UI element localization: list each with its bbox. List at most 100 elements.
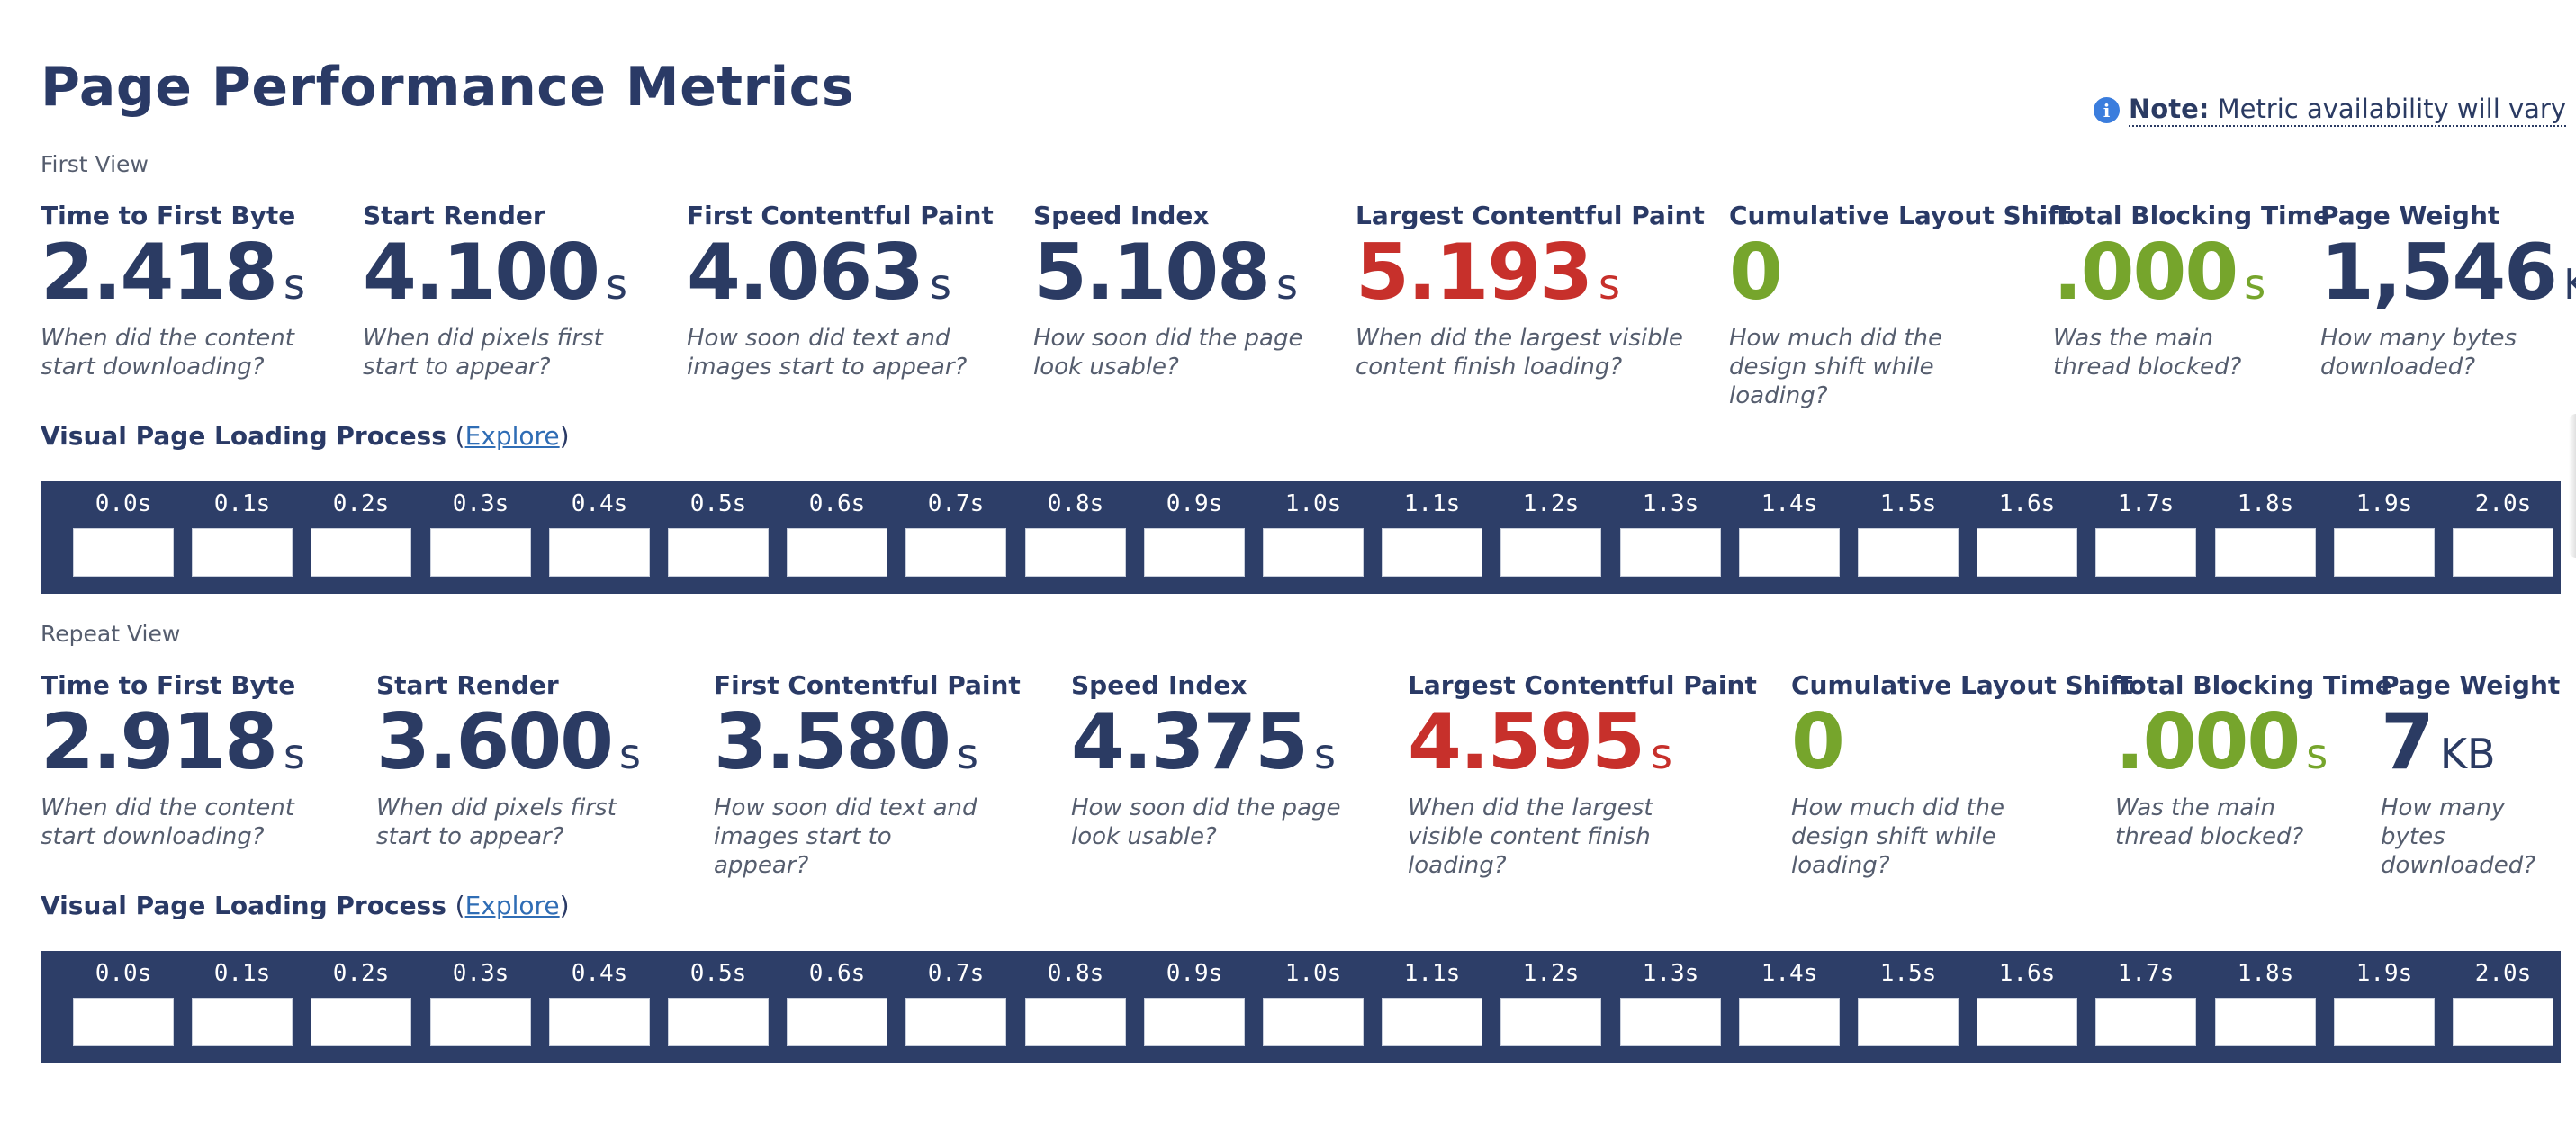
frame-thumbnail[interactable] (430, 998, 531, 1046)
frame-thumbnail[interactable] (1858, 998, 1959, 1046)
metric-description: Was the main thread blocked? (2053, 325, 2242, 381)
explore-link[interactable]: Explore (464, 891, 560, 920)
metric-first-contentful-paint: First Contentful Paint 4.063 s How soon did… (687, 201, 994, 381)
metric-value-row: 2.918 s (41, 704, 338, 786)
frame-time: 0.7s (927, 960, 985, 987)
frame-time: 0.4s (571, 960, 628, 987)
frame-thumbnail[interactable] (668, 528, 769, 577)
frame-thumbnail[interactable] (311, 528, 411, 577)
metric-name: Page Weight (2381, 670, 2561, 700)
frame-time: 1.5s (1879, 960, 1937, 987)
repeat-view-filmstrip[interactable]: 0.0s 0.1s 0.2s 0.3s 0.4s 0.5s 0.6s 0.7s 0.8s 0.9s… (41, 951, 2561, 1063)
frame-thumbnail[interactable] (1025, 528, 1126, 577)
frame-time: 1.3s (1642, 490, 1699, 517)
frame-thumbnail[interactable] (549, 998, 650, 1046)
metric-value-row: 5.108 s (1033, 234, 1303, 317)
frame-thumbnail[interactable] (2453, 528, 2553, 577)
metric-description: How many bytes downloaded? (2320, 325, 2517, 381)
frame-time: 0.2s (332, 490, 390, 517)
frame-thumbnail[interactable] (2215, 998, 2316, 1046)
frame-time: 0.1s (213, 490, 271, 517)
metric-value: 2.418 (41, 228, 278, 318)
frame-thumbnail[interactable] (1620, 998, 1721, 1046)
frame-thumbnail[interactable] (787, 998, 887, 1046)
metric-name: Total Blocking Time (2053, 201, 2330, 230)
frame-thumbnail[interactable] (905, 528, 1006, 577)
frame-thumbnail[interactable] (2215, 528, 2316, 577)
metric-total-blocking-time: Total Blocking Time .000 s Was the main thr… (2115, 670, 2392, 851)
metric-value-row: 4.100 s (363, 234, 660, 317)
frame-thumbnail[interactable] (1382, 998, 1482, 1046)
frame-time: 1.9s (2355, 490, 2413, 517)
frame-thumbnail[interactable] (2453, 998, 2553, 1046)
metric-start-render: Start Render 3.600 s When did pixels first … (376, 670, 673, 851)
metric-description: When did pixels first start to appear? (363, 325, 603, 381)
frame-thumbnail[interactable] (1977, 528, 2077, 577)
note-label: Note: (2129, 94, 2210, 124)
metric-description: When did the largest visible content fin… (1356, 325, 1683, 381)
metric-description: When did pixels first start to appear? (376, 794, 617, 850)
frame-thumbnail[interactable] (1500, 528, 1601, 577)
metric-description: When did the content start downloading? (41, 794, 294, 850)
frame-time: 0.6s (808, 960, 866, 987)
frame-thumbnail[interactable] (1144, 998, 1245, 1046)
frame-time: 0.5s (689, 960, 747, 987)
metric-name: Total Blocking Time (2115, 670, 2392, 700)
metric-name: Largest Contentful Paint (1356, 201, 1705, 230)
explore-link[interactable]: Explore (464, 421, 560, 451)
metric-name: Start Render (376, 670, 559, 700)
metric-unit: s (1314, 730, 1336, 778)
frame-time: 1.1s (1403, 490, 1461, 517)
frame-time: 1.0s (1284, 960, 1342, 987)
frame-thumbnail[interactable] (1739, 998, 1840, 1046)
frame-time: 0.5s (689, 490, 747, 517)
frame-thumbnail[interactable] (2334, 998, 2435, 1046)
metric-value: 4.375 (1071, 697, 1309, 787)
metric-unit: s (1651, 730, 1672, 778)
frame-thumbnail[interactable] (549, 528, 650, 577)
first-view-filmstrip[interactable]: 0.0s 0.1s 0.2s 0.3s 0.4s 0.5s 0.6s 0.7s 0.8s 0.9s… (41, 481, 2561, 594)
frame-thumbnail[interactable] (1382, 528, 1482, 577)
frame-thumbnail[interactable] (1263, 998, 1364, 1046)
frame-thumbnail[interactable] (73, 998, 174, 1046)
frame-thumbnail[interactable] (787, 528, 887, 577)
metric-availability-note[interactable]: i Note: Metric availability will vary (2094, 94, 2566, 127)
repeat-view-metrics: Time to First Byte 2.918 s When did the con… (41, 670, 2561, 879)
frame-thumbnail[interactable] (2095, 528, 2196, 577)
metric-value: 0 (1729, 228, 1783, 318)
visual-heading-label: Visual Page Loading Process (41, 891, 446, 920)
metric-name: Speed Index (1071, 670, 1247, 700)
frame-time: 1.0s (1284, 490, 1342, 517)
metric-name: Time to First Byte (41, 670, 296, 700)
frame-thumbnail[interactable] (1620, 528, 1721, 577)
metric-page-weight: Page Weight 7 KB How many bytes downloaded? (2381, 670, 2561, 880)
frame-thumbnail[interactable] (311, 998, 411, 1046)
frame-time: 1.8s (2237, 960, 2294, 987)
paren-close: ) (559, 891, 570, 920)
frame-thumbnail[interactable] (1977, 998, 2077, 1046)
frame-thumbnail[interactable] (2095, 998, 2196, 1046)
metric-value: 5.108 (1033, 228, 1271, 318)
frame-time: 0.9s (1166, 960, 1223, 987)
frame-thumbnail[interactable] (1263, 528, 1364, 577)
frame-thumbnail[interactable] (1858, 528, 1959, 577)
frame-thumbnail[interactable] (1500, 998, 1601, 1046)
frame-thumbnail[interactable] (192, 528, 293, 577)
metric-start-render: Start Render 4.100 s When did pixels first … (363, 201, 660, 381)
frame-time: 0.9s (1166, 490, 1223, 517)
frame-thumbnail[interactable] (1144, 528, 1245, 577)
frame-thumbnail[interactable] (1739, 528, 1840, 577)
frame-thumbnail[interactable] (430, 528, 531, 577)
metric-description: How soon did the page look usable? (1071, 794, 1341, 850)
page-title: Page Performance Metrics (41, 56, 854, 119)
frame-time: 0.8s (1047, 960, 1104, 987)
frame-thumbnail[interactable] (192, 998, 293, 1046)
frame-thumbnail[interactable] (668, 998, 769, 1046)
metric-value-row: 4.063 s (687, 234, 994, 317)
frame-time: 0.6s (808, 490, 866, 517)
frame-thumbnail[interactable] (1025, 998, 1126, 1046)
metric-unit: s (957, 730, 978, 778)
frame-thumbnail[interactable] (2334, 528, 2435, 577)
frame-thumbnail[interactable] (73, 528, 174, 577)
frame-thumbnail[interactable] (905, 998, 1006, 1046)
